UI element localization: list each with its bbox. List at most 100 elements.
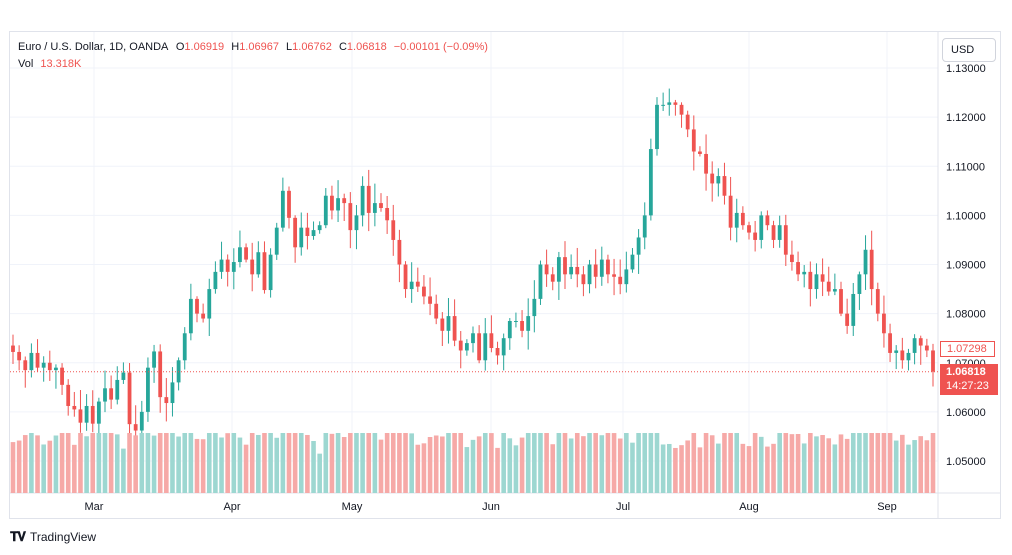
candle-body (673, 102, 678, 105)
candle-body (182, 333, 187, 361)
tradingview-brand[interactable]: 𝐓𝐕 TradingView (10, 529, 96, 545)
volume-bar (519, 437, 525, 493)
volume-bar (108, 433, 114, 493)
candle-body (231, 262, 236, 272)
volume-bar (341, 437, 347, 493)
candle-body (771, 225, 776, 240)
y-tick-label: 1.06000 (946, 407, 986, 419)
volume-bar (728, 433, 733, 493)
candle-body (783, 225, 788, 255)
candle-body (869, 249, 874, 290)
volume-bar (427, 437, 433, 493)
volume-bar (133, 435, 138, 493)
candle-body (250, 259, 255, 275)
volume-bar (225, 433, 230, 493)
currency-button[interactable]: USD (942, 38, 996, 62)
volume-bar (513, 445, 519, 493)
candle-body (802, 271, 807, 275)
volume-bar (550, 444, 556, 493)
volume-bar (832, 444, 838, 493)
candle-body (336, 198, 340, 211)
volume-bar (262, 433, 267, 493)
candle-body (238, 247, 242, 263)
candle-body (790, 254, 794, 263)
low-value: 1.06762 (292, 41, 332, 53)
open-label: O (175, 41, 185, 53)
volume-bar (814, 436, 819, 493)
candle-body (78, 409, 83, 423)
candle-body (851, 293, 856, 326)
candle-body (201, 313, 206, 319)
candle-body (213, 271, 218, 290)
volume-bar (366, 433, 372, 493)
candle-body (133, 424, 138, 431)
candle-body (354, 215, 359, 231)
candle-body (820, 274, 825, 282)
candle-body (164, 397, 169, 404)
candle-body (280, 190, 285, 228)
candle-body (550, 274, 555, 282)
candle-body (127, 372, 132, 425)
candle-body (642, 215, 647, 238)
volume-bar (930, 433, 936, 493)
volume-bar (538, 433, 543, 493)
volume-bar (464, 447, 470, 493)
volume-bar (820, 435, 825, 493)
volume-bar (642, 433, 648, 493)
candle-body (563, 257, 567, 275)
candle-body (875, 289, 880, 314)
candle-body (84, 405, 89, 423)
candle-body (661, 104, 666, 106)
volume-bar (734, 433, 740, 493)
candle-body (225, 259, 230, 272)
volume-bar (164, 433, 169, 493)
volume-bar (96, 433, 102, 493)
candle-body (305, 227, 310, 237)
close-label: C (338, 41, 347, 53)
volume-bar (298, 433, 304, 493)
candle-body (704, 153, 708, 174)
candle-body (931, 350, 935, 372)
volume-bar (317, 453, 322, 493)
candle-body (826, 281, 831, 292)
candle-body (501, 338, 506, 356)
candle-body (857, 274, 862, 294)
volume-bar (41, 444, 46, 493)
volume-bar (114, 434, 120, 493)
candle-body (526, 316, 531, 331)
volume-bar (568, 438, 574, 493)
candle-body (648, 149, 653, 216)
candle-body (612, 274, 616, 277)
volume-bar (660, 444, 666, 493)
volume-bar (470, 439, 476, 493)
volume-bar (838, 434, 844, 493)
high-label: H (231, 41, 240, 53)
candle-body (569, 266, 574, 275)
volume-bar (127, 433, 132, 493)
candle-body (618, 276, 623, 285)
volume-bar (636, 433, 641, 493)
volume-bar (206, 433, 212, 493)
volume-bar (305, 434, 310, 493)
volume-bar (213, 433, 218, 493)
change-value: −0.00101 (−0.09%) (393, 41, 488, 53)
candle-body (47, 362, 52, 371)
volume-bar (881, 433, 887, 493)
candle-body (630, 254, 635, 270)
candle-body (115, 379, 120, 400)
y-tick-label: 1.09000 (946, 260, 986, 272)
candle-body (317, 225, 322, 231)
candle-body (863, 249, 868, 275)
volume-bar (139, 433, 145, 493)
volume-bar (482, 433, 488, 493)
volume-bar (188, 433, 194, 493)
volume-bar (421, 443, 427, 493)
volume-bar (691, 433, 697, 493)
volume-bar (532, 433, 537, 493)
volume-bar (893, 440, 899, 493)
candle-body (538, 264, 543, 299)
volume-bar (415, 444, 421, 493)
candle-body (366, 185, 371, 213)
candle-body (360, 185, 365, 216)
